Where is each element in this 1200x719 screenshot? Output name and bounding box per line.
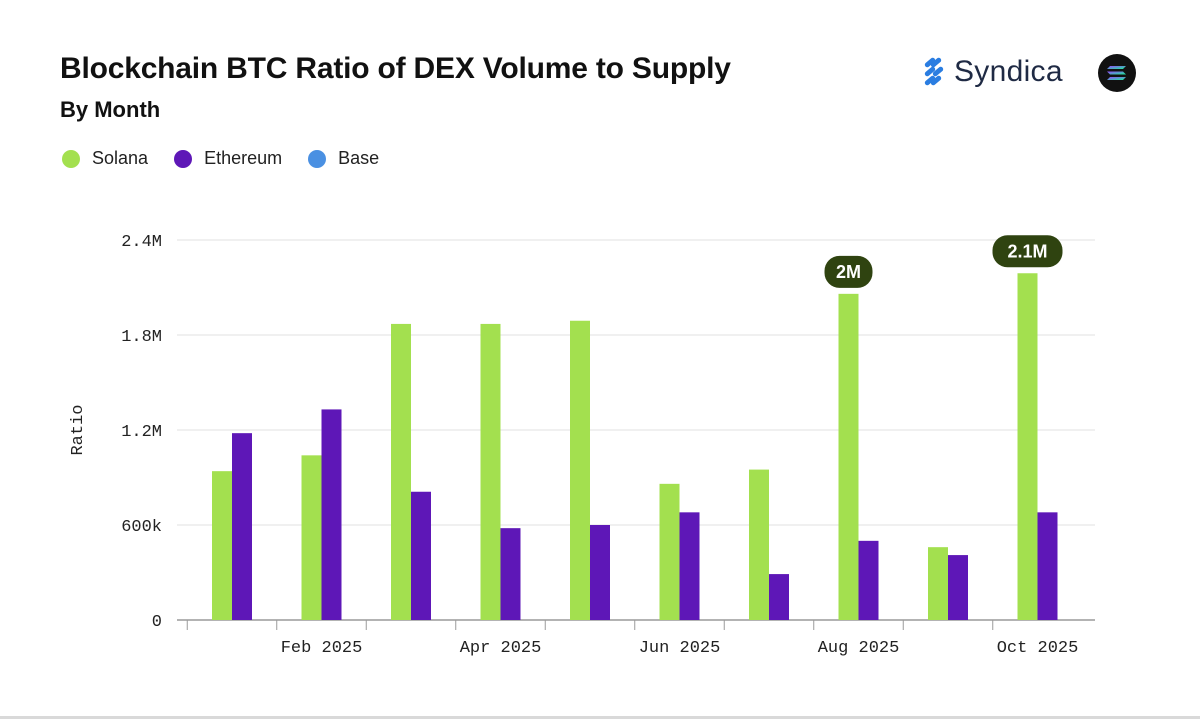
y-axis-ticks: 0 600k 1.2M 1.8M 2.4M: [121, 233, 162, 632]
annotations: 2M 2.1M: [824, 235, 1063, 288]
legend-swatch-ethereum: [174, 149, 193, 168]
annotation-badge: [824, 255, 873, 288]
x-tick-label: Aug 2025: [818, 639, 900, 658]
brand-logo: Syndica: [922, 55, 1063, 89]
x-tick-label: Feb 2025: [281, 639, 363, 658]
bar-ethereum-apr-2025[interactable]: [500, 528, 521, 620]
bar-solana-apr-2025[interactable]: [480, 323, 501, 620]
y-tick-label: 600k: [121, 518, 162, 537]
chart-title: Blockchain BTC Ratio of DEX Volume to Su…: [60, 52, 731, 85]
bar-ethereum-may-2025[interactable]: [590, 525, 610, 620]
bar-ethereum-jul-2025[interactable]: [769, 574, 789, 620]
legend-swatch-solana: [62, 149, 80, 168]
y-tick-label: 1.8M: [121, 328, 162, 347]
legend-swatch-base: [308, 149, 327, 168]
annotation-label: 2M: [836, 262, 861, 282]
y-axis-label: Ratio: [69, 404, 88, 455]
x-tick-label: Oct 2025: [997, 639, 1079, 658]
x-tick-label: Jun 2025: [639, 639, 721, 658]
annotation-label: 2.1M: [1007, 241, 1047, 261]
x-axis-ticks: Feb 2025 Apr 2025 Jun 2025 Aug 2025 Oct 2025: [186, 620, 1079, 658]
bar-ethereum-jun-2025[interactable]: [679, 512, 700, 620]
bar-ethereum-jan-2025[interactable]: [232, 433, 252, 620]
bar-solana-mar-2025[interactable]: [391, 323, 411, 620]
bar-solana-jul-2025[interactable]: [749, 469, 769, 620]
x-tick-label: Apr 2025: [460, 639, 542, 658]
bar-solana-aug-2025[interactable]: [838, 293, 859, 620]
bar-ethereum-oct-2025[interactable]: [1037, 512, 1058, 620]
bar-solana-may-2025[interactable]: [570, 320, 590, 620]
bar-solana-sep-2025[interactable]: [928, 547, 948, 620]
bar-ethereum-aug-2025[interactable]: [858, 540, 879, 620]
legend-label-solana: Solana: [92, 148, 149, 168]
legend-item-ethereum[interactable]: Ethereum: [174, 148, 282, 169]
solana-logo-icon: [1098, 54, 1136, 92]
legend-item-base[interactable]: Base: [308, 148, 379, 169]
legend-item-solana[interactable]: Solana: [62, 148, 148, 169]
bar-series: [212, 273, 1058, 620]
y-tick-label: 0: [152, 613, 162, 632]
bar-solana-feb-2025[interactable]: [301, 455, 322, 620]
legend-label-base: Base: [338, 148, 380, 168]
chart-legend: Solana Ethereum Base: [62, 148, 379, 169]
annotation-badge: [992, 235, 1063, 268]
legend-label-ethereum: Ethereum: [204, 148, 283, 168]
y-tick-label: 1.2M: [121, 423, 162, 442]
bar-solana-oct-2025[interactable]: [1017, 273, 1038, 620]
syndica-logo-icon: [924, 57, 944, 86]
bar-ethereum-feb-2025[interactable]: [321, 409, 342, 620]
bar-ethereum-sep-2025[interactable]: [948, 555, 968, 620]
bar-solana-jan-2025[interactable]: [212, 471, 232, 620]
footer-divider: [0, 716, 1200, 719]
y-tick-label: 2.4M: [121, 233, 162, 252]
bar-ethereum-mar-2025[interactable]: [411, 491, 431, 620]
chart-subtitle: By Month: [60, 97, 161, 122]
bar-solana-jun-2025[interactable]: [659, 483, 680, 620]
brand-name: Syndica: [954, 55, 1063, 88]
